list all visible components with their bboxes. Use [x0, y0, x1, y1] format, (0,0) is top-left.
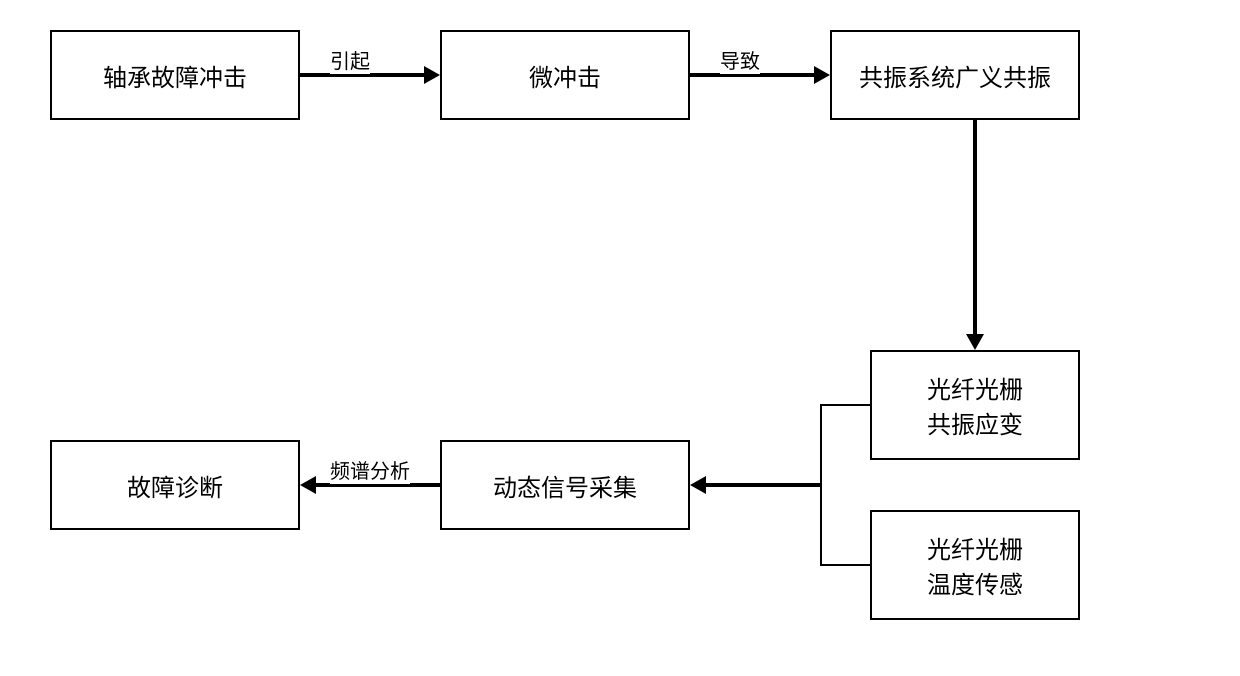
- arrow-head-icon: [814, 66, 830, 84]
- node-fiber-temp: 光纤光栅 温度传感: [870, 510, 1080, 620]
- node-label: 光纤光栅 温度传感: [927, 530, 1023, 600]
- node-label: 故障诊断: [127, 468, 223, 503]
- arrow-head-icon: [424, 66, 440, 84]
- node-micro-impact: 微冲击: [440, 30, 690, 120]
- node-fiber-strain: 光纤光栅 共振应变: [870, 350, 1080, 460]
- node-label: 共振系统广义共振: [859, 58, 1051, 93]
- node-label: 微冲击: [529, 58, 601, 93]
- edge-label: 引起: [330, 45, 370, 74]
- node-signal-collect: 动态信号采集: [440, 440, 690, 530]
- arrow-head-icon: [690, 476, 706, 494]
- edge-label: 导致: [720, 45, 760, 74]
- bracket-line: [820, 564, 870, 566]
- bracket-line: [820, 404, 870, 406]
- arrow-head-icon: [300, 476, 316, 494]
- node-resonance-system: 共振系统广义共振: [830, 30, 1080, 120]
- node-bearing-fault: 轴承故障冲击: [50, 30, 300, 120]
- edge-label: 频谱分析: [330, 455, 410, 484]
- node-label: 轴承故障冲击: [103, 58, 247, 93]
- arrow-head-icon: [966, 334, 984, 350]
- edge-line: [706, 483, 822, 487]
- node-fault-diagnosis: 故障诊断: [50, 440, 300, 530]
- edge-line: [973, 120, 977, 334]
- node-label: 光纤光栅 共振应变: [927, 370, 1023, 440]
- node-label: 动态信号采集: [493, 468, 637, 503]
